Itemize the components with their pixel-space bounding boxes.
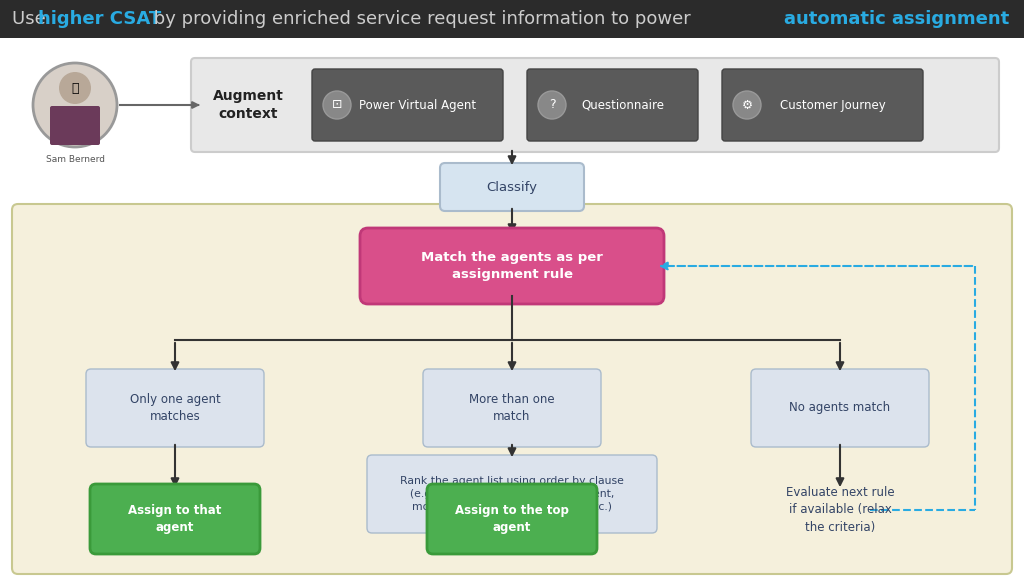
- Circle shape: [59, 72, 91, 104]
- Text: ?: ?: [549, 98, 555, 112]
- Text: Assign to the top
agent: Assign to the top agent: [455, 504, 569, 534]
- Text: Rank the agent list using order by clause
(e.g., most available, most proficient: Rank the agent list using order by claus…: [400, 476, 624, 512]
- Text: Customer Journey: Customer Journey: [779, 98, 886, 112]
- Bar: [0, 0, 1024, 38]
- Text: 👓: 👓: [72, 81, 79, 94]
- Text: Sam Bernerd: Sam Bernerd: [45, 155, 104, 164]
- Text: Classify: Classify: [486, 180, 538, 193]
- Text: No agents match: No agents match: [790, 402, 891, 414]
- Circle shape: [323, 91, 351, 119]
- Bar: [0, 38, 1024, 190]
- FancyBboxPatch shape: [191, 58, 999, 152]
- Text: Augment
context: Augment context: [213, 89, 284, 121]
- FancyBboxPatch shape: [440, 163, 584, 211]
- Text: Questionnaire: Questionnaire: [581, 98, 664, 112]
- Text: automatic assignment: automatic assignment: [784, 10, 1010, 28]
- FancyBboxPatch shape: [312, 69, 503, 141]
- Text: Evaluate next rule
if available (relax
the criteria): Evaluate next rule if available (relax t…: [785, 487, 894, 534]
- Text: Assign to that
agent: Assign to that agent: [128, 504, 221, 534]
- FancyBboxPatch shape: [50, 106, 100, 145]
- FancyBboxPatch shape: [751, 369, 929, 447]
- Text: Use: Use: [12, 10, 51, 28]
- FancyBboxPatch shape: [90, 484, 260, 554]
- Text: Only one agent
matches: Only one agent matches: [130, 393, 220, 423]
- Text: Match the agents as per
assignment rule: Match the agents as per assignment rule: [421, 251, 603, 281]
- FancyBboxPatch shape: [360, 228, 664, 304]
- FancyBboxPatch shape: [527, 69, 698, 141]
- Text: Power Virtual Agent: Power Virtual Agent: [359, 98, 476, 112]
- FancyBboxPatch shape: [86, 369, 264, 447]
- FancyBboxPatch shape: [423, 369, 601, 447]
- Text: More than one
match: More than one match: [469, 393, 555, 423]
- Circle shape: [33, 63, 117, 147]
- Circle shape: [538, 91, 566, 119]
- Text: ⚙: ⚙: [741, 98, 753, 112]
- Circle shape: [733, 91, 761, 119]
- FancyBboxPatch shape: [722, 69, 923, 141]
- Text: by providing enriched service request information to power: by providing enriched service request in…: [148, 10, 696, 28]
- FancyBboxPatch shape: [367, 455, 657, 533]
- Text: ⊡: ⊡: [332, 98, 342, 112]
- FancyBboxPatch shape: [427, 484, 597, 554]
- FancyBboxPatch shape: [12, 204, 1012, 574]
- Text: higher CSAT: higher CSAT: [38, 10, 161, 28]
